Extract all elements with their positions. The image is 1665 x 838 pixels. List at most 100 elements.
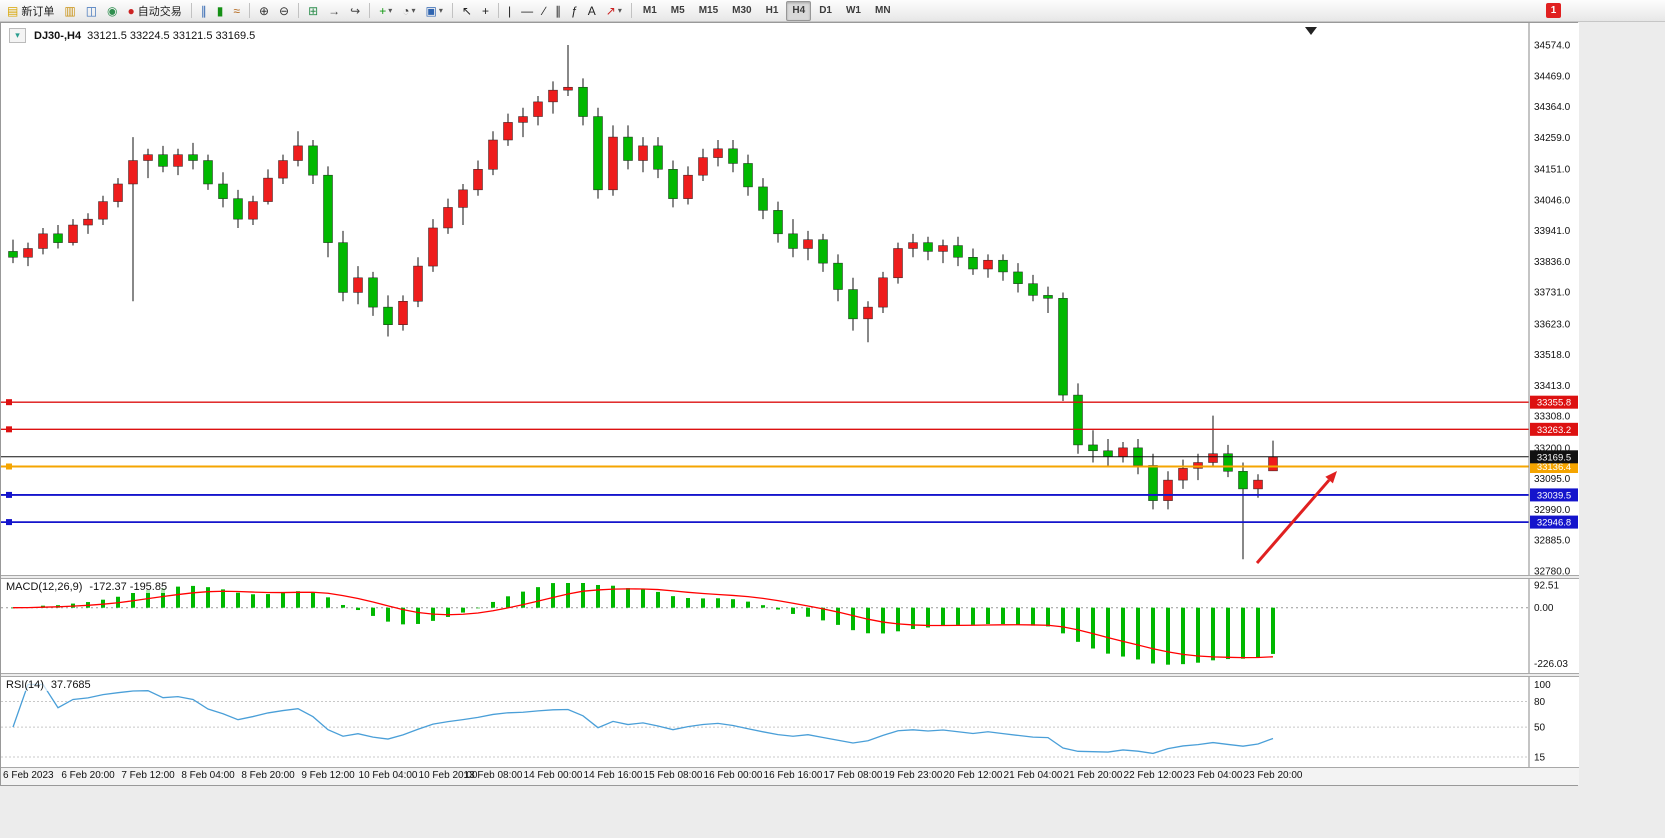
price-axis[interactable]: 34574.0 34469.0 34364.0 34259.0 34151.0 34046… — [1528, 23, 1579, 576]
market-watch-button[interactable]: ▥ — [60, 1, 79, 21]
timeframe-w1-button[interactable]: W1 — [840, 1, 867, 21]
price-badge — [1530, 395, 1578, 409]
time-axis-label: 14 Feb 00:00 — [523, 770, 583, 781]
template-button[interactable]: ▣ ▾ — [422, 1, 447, 21]
button-label: M30 — [732, 5, 752, 16]
time-axis-label: 16 Feb 16:00 — [763, 770, 823, 781]
time-axis-label: 6 Feb 20:00 — [61, 770, 115, 781]
price-chart-plot[interactable]: 34574.0 34469.0 34364.0 34259.0 34151.0 34046… — [1, 23, 1579, 575]
navigator-icon: ◉ — [107, 3, 118, 18]
data-window-icon: ◫ — [85, 3, 98, 18]
time-axis-label: 7 Feb 12:00 — [121, 770, 175, 781]
time-axis-label: 6 Feb 2023 — [3, 770, 54, 781]
time-axis-label: 21 Feb 20:00 — [1063, 770, 1123, 781]
time-axis-label: 15 Feb 08:00 — [643, 770, 703, 781]
svg-text:33200.0: 33200.0 — [1534, 443, 1571, 454]
bar-chart-button[interactable]: ∥ — [197, 1, 211, 21]
timeframe-mn-button[interactable]: MN — [869, 1, 897, 21]
panel-splitter[interactable] — [1, 575, 1579, 579]
svg-text:33941.0: 33941.0 — [1534, 226, 1571, 237]
text-button[interactable]: A — [584, 1, 600, 21]
svg-text:33308.0: 33308.0 — [1534, 412, 1571, 423]
cursor-button[interactable]: ↖ — [458, 1, 476, 21]
level-lines-layer[interactable] — [1, 399, 1529, 526]
panel-splitter[interactable] — [1, 673, 1579, 677]
chart-symbol-period: DJ30-,H4 — [34, 29, 82, 42]
timeframe-m30-button[interactable]: M30 — [726, 1, 757, 21]
candlestick-button[interactable]: ▮ — [213, 1, 228, 21]
zoom-in-icon: ⊕ — [258, 3, 270, 18]
svg-text:33039.5: 33039.5 — [1537, 490, 1571, 501]
new-order-button[interactable]: ▤ 新订单 — [3, 1, 58, 21]
autotrade-button[interactable]: ● 自动交易 — [124, 1, 186, 21]
time-axis-label: 23 Feb 20:00 — [1243, 770, 1303, 781]
price-badge — [1530, 422, 1578, 436]
navigator-button[interactable]: ◉ — [103, 1, 121, 21]
arrow-annotation[interactable] — [1255, 471, 1337, 564]
trendline-button[interactable]: ∕ — [539, 1, 549, 21]
one-click-trading-toggle[interactable]: ▾ — [9, 28, 26, 43]
button-label: M1 — [642, 5, 657, 16]
autotrade-icon: ● — [127, 3, 135, 18]
macd-signal-line — [12, 588, 1274, 659]
time-axis-label: 23 Feb 04:00 — [1183, 770, 1243, 781]
chart-shift-marker[interactable] — [1305, 27, 1317, 35]
svg-text:34574.0: 34574.0 — [1534, 41, 1571, 52]
svg-text:34046.0: 34046.0 — [1534, 195, 1571, 206]
new-order-icon: ▤ — [7, 3, 19, 18]
zoom-in-button[interactable]: ⊕ — [255, 1, 273, 21]
time-axis-label: 13 Feb 08:00 — [463, 770, 523, 781]
horizontal-line-icon: — — [521, 3, 534, 18]
time-axis-label: 10 Feb 20:00 — [418, 770, 478, 781]
zoom-out-button[interactable]: ⊖ — [275, 1, 293, 21]
svg-text:33263.2: 33263.2 — [1537, 425, 1571, 436]
fibonacci-button[interactable]: ƒ — [567, 1, 582, 21]
arrows-icon: ↗ — [605, 3, 616, 18]
horizontal-line-button[interactable]: — — [517, 1, 537, 21]
tile-windows-icon: ⊞ — [308, 3, 319, 18]
svg-text:32990.0: 32990.0 — [1534, 505, 1571, 516]
svg-text:33413.0: 33413.0 — [1534, 381, 1571, 392]
price-badge — [1530, 488, 1578, 502]
time-axis[interactable]: 6 Feb 2023 6 Feb 20:00 7 Feb 12:00 8 Feb 04… — [1, 767, 1579, 785]
indicators-button[interactable]: + ▾ — [375, 1, 396, 21]
svg-text:50: 50 — [1534, 723, 1546, 734]
notification-badge[interactable]: 1 — [1546, 3, 1561, 18]
line-chart-button[interactable]: ≈ — [229, 1, 244, 21]
tile-windows-button[interactable]: ⊞ — [304, 1, 322, 21]
crosshair-button[interactable]: + — [478, 1, 493, 21]
toolbar: ▤ 新订单 ▥ ◫ ◉ ● 自动交易 ∥ ▮ ≈ ⊕ ⊖ ⊞ → ↪ + ▾ ◔ ▾ ▣ ▾ ↖ + | — ∕ ∥ ƒ A ↗ ▾ M1 M5… — [0, 0, 1665, 22]
svg-text:-226.03: -226.03 — [1534, 659, 1568, 670]
timeframe-h1-button[interactable]: H1 — [760, 1, 785, 21]
time-axis-label: 10 Feb 04:00 — [358, 770, 418, 781]
chart-shift-button[interactable]: ↪ — [346, 1, 364, 21]
timeframe-d1-button[interactable]: D1 — [813, 1, 838, 21]
button-label: H1 — [765, 5, 779, 16]
timeframe-m15-button[interactable]: M15 — [693, 1, 724, 21]
button-label: M5 — [670, 5, 685, 16]
cursor-icon: ↖ — [461, 3, 472, 18]
vertical-line-button[interactable]: | — [504, 1, 515, 21]
chart-window: 34574.0 34469.0 34364.0 34259.0 34151.0 34046… — [0, 22, 1579, 786]
timeframe-m5-button[interactable]: M5 — [665, 1, 691, 21]
svg-text:32885.0: 32885.0 — [1534, 536, 1571, 547]
data-window-button[interactable]: ◫ — [82, 1, 101, 21]
periods-button[interactable]: ◔ ▾ — [398, 1, 419, 21]
timeframe-m1-button[interactable]: M1 — [637, 1, 663, 21]
svg-text:32780.0: 32780.0 — [1534, 567, 1571, 576]
channel-button[interactable]: ∥ — [551, 1, 565, 21]
svg-text:92.51: 92.51 — [1534, 580, 1559, 591]
macd-plot[interactable]: 92.51 0.00 -226.03 — [1, 579, 1579, 673]
line-drag-handle — [6, 426, 12, 433]
timeframe-h4-button[interactable]: H4 — [786, 0, 812, 21]
triangle-down-icon: ▾ — [15, 30, 20, 40]
time-axis-label: 16 Feb 00:00 — [703, 770, 763, 781]
rsi-plot[interactable]: 100 80 50 15 — [1, 677, 1579, 767]
text-icon: A — [587, 3, 596, 18]
button-label: 自动交易 — [137, 5, 182, 18]
rsi-line — [12, 683, 1274, 755]
chevron-down-icon: ▾ — [411, 6, 416, 15]
arrows-button[interactable]: ↗ ▾ — [602, 1, 626, 21]
auto-scroll-button[interactable]: → — [324, 1, 344, 21]
time-axis-label: 21 Feb 04:00 — [1003, 770, 1063, 781]
